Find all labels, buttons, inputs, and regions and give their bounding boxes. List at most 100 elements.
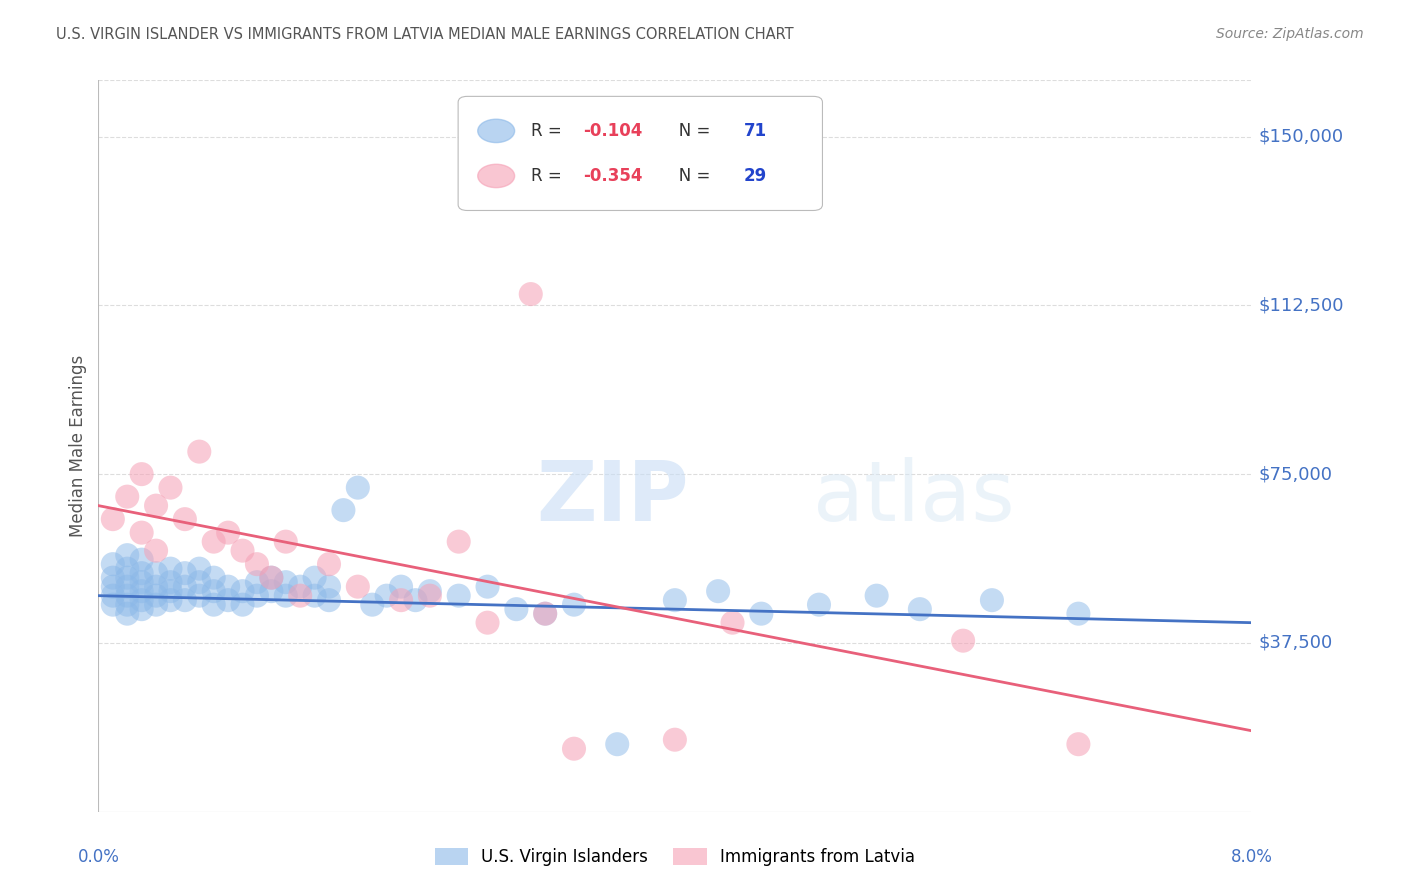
Point xyxy=(202,584,225,599)
Point xyxy=(807,598,830,612)
Point xyxy=(231,598,254,612)
Point xyxy=(131,602,153,616)
Point xyxy=(346,481,368,495)
Point xyxy=(101,598,124,612)
Point xyxy=(117,598,138,612)
Point xyxy=(159,593,181,607)
Point xyxy=(318,557,340,571)
Point xyxy=(908,602,931,616)
Y-axis label: Median Male Earnings: Median Male Earnings xyxy=(69,355,87,537)
Point xyxy=(865,589,889,603)
Point xyxy=(534,607,557,621)
Point xyxy=(389,593,412,607)
Text: R =: R = xyxy=(530,167,567,185)
Point xyxy=(145,499,167,513)
Text: 29: 29 xyxy=(744,167,768,185)
Text: $75,000: $75,000 xyxy=(1258,465,1333,483)
Point xyxy=(952,633,974,648)
Point xyxy=(159,584,181,599)
Point xyxy=(562,741,585,756)
Point xyxy=(231,543,254,558)
Point xyxy=(188,562,211,576)
Point xyxy=(664,732,686,747)
Point xyxy=(188,589,211,603)
Point xyxy=(117,607,138,621)
Point xyxy=(375,589,398,603)
Point xyxy=(131,593,153,607)
Point xyxy=(202,534,225,549)
Point xyxy=(117,548,138,562)
Point xyxy=(981,593,1004,607)
Point xyxy=(117,490,138,504)
Point xyxy=(131,584,153,599)
Point xyxy=(117,580,138,594)
Point xyxy=(664,593,686,607)
Point xyxy=(101,571,124,585)
Point xyxy=(188,444,211,458)
Point xyxy=(202,598,225,612)
Point xyxy=(389,580,412,594)
Text: N =: N = xyxy=(664,122,716,140)
Point xyxy=(505,602,527,616)
Text: ZIP: ZIP xyxy=(537,457,689,538)
Point xyxy=(519,287,541,301)
Text: 71: 71 xyxy=(744,122,768,140)
Point xyxy=(246,557,269,571)
Text: R =: R = xyxy=(530,122,567,140)
Text: atlas: atlas xyxy=(813,457,1015,538)
Point xyxy=(145,566,167,581)
Point xyxy=(217,525,239,540)
Point xyxy=(117,562,138,576)
Point xyxy=(159,481,181,495)
Point xyxy=(562,598,585,612)
Text: 8.0%: 8.0% xyxy=(1230,848,1272,866)
Point xyxy=(318,593,340,607)
Circle shape xyxy=(478,120,515,143)
Point xyxy=(361,598,384,612)
Point xyxy=(231,584,254,599)
Point xyxy=(145,589,167,603)
Point xyxy=(131,566,153,581)
Point xyxy=(101,557,124,571)
Point xyxy=(447,534,470,549)
Point xyxy=(477,615,499,630)
Text: Source: ZipAtlas.com: Source: ZipAtlas.com xyxy=(1216,27,1364,41)
Point xyxy=(131,552,153,566)
Point xyxy=(159,575,181,590)
Point xyxy=(101,580,124,594)
Point xyxy=(447,589,470,603)
FancyBboxPatch shape xyxy=(458,96,823,211)
Point xyxy=(304,589,326,603)
Point xyxy=(419,589,441,603)
Point xyxy=(606,737,628,751)
Point xyxy=(274,589,297,603)
Point xyxy=(1067,737,1090,751)
Point xyxy=(188,575,211,590)
Point xyxy=(1067,607,1090,621)
Point xyxy=(260,584,283,599)
Point xyxy=(246,589,269,603)
Circle shape xyxy=(478,164,515,187)
Point xyxy=(174,580,197,594)
Point xyxy=(131,525,153,540)
Point xyxy=(290,580,312,594)
Point xyxy=(260,571,283,585)
Point xyxy=(419,584,441,599)
Text: $150,000: $150,000 xyxy=(1258,128,1344,145)
Point xyxy=(174,566,197,581)
Point xyxy=(101,512,124,526)
Text: $37,500: $37,500 xyxy=(1258,634,1333,652)
Point xyxy=(707,584,730,599)
Text: U.S. VIRGIN ISLANDER VS IMMIGRANTS FROM LATVIA MEDIAN MALE EARNINGS CORRELATION : U.S. VIRGIN ISLANDER VS IMMIGRANTS FROM … xyxy=(56,27,794,42)
Point xyxy=(246,575,269,590)
Point xyxy=(721,615,744,630)
Point xyxy=(145,580,167,594)
Point xyxy=(131,467,153,482)
Point xyxy=(174,593,197,607)
Text: 0.0%: 0.0% xyxy=(77,848,120,866)
Point xyxy=(260,571,283,585)
Point xyxy=(217,580,239,594)
Point xyxy=(332,503,354,517)
Point xyxy=(290,589,312,603)
Point xyxy=(131,575,153,590)
